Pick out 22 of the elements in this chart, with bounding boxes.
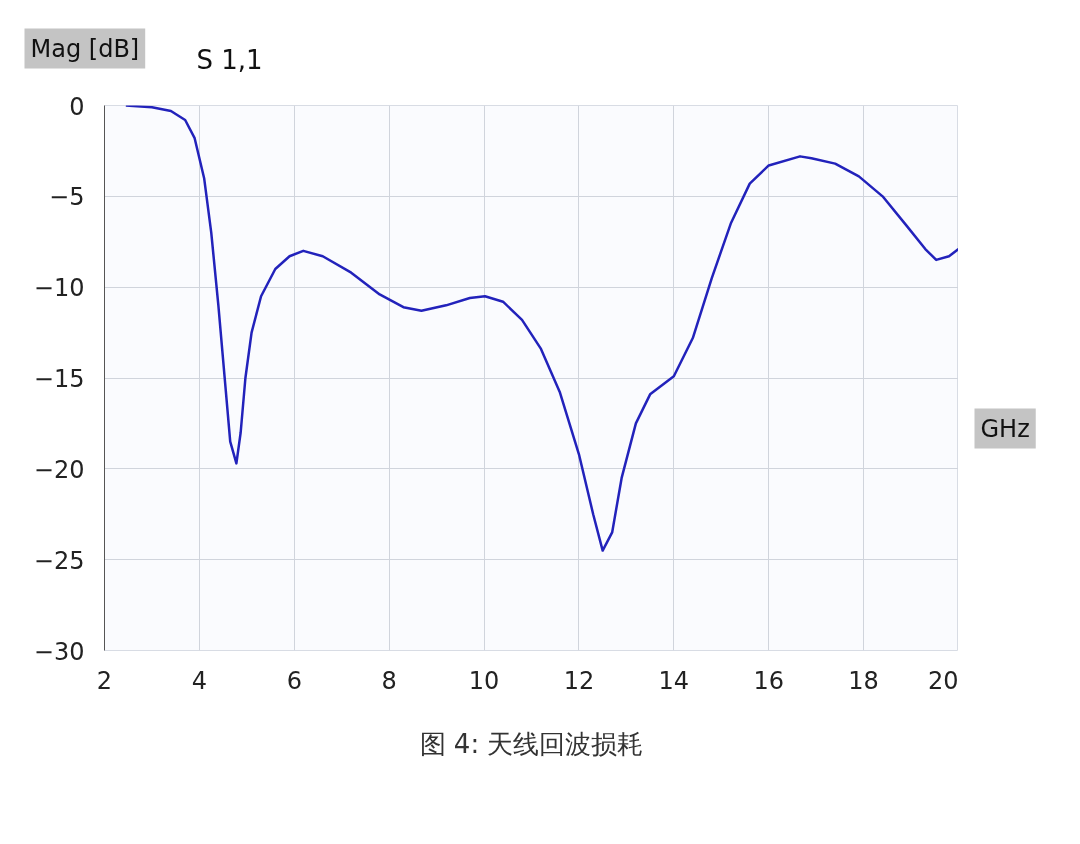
x-axis-title: GHz bbox=[980, 414, 1030, 443]
chart-title: S 1,1 bbox=[196, 44, 263, 75]
y-tick-label: −5 bbox=[49, 183, 85, 212]
y-tick-label: 0 bbox=[69, 92, 85, 121]
x-tick-label: 2 bbox=[96, 666, 113, 695]
x-tick-label: 4 bbox=[191, 666, 208, 695]
y-tick-label: −20 bbox=[33, 455, 85, 484]
x-tick-label: 10 bbox=[468, 666, 500, 695]
y-tick-label: −30 bbox=[33, 637, 85, 666]
y-axis-title: Mag [dB] bbox=[30, 34, 140, 63]
x-tick-label: 12 bbox=[563, 666, 595, 695]
x-tick-label: 14 bbox=[658, 666, 690, 695]
x-tick-label: 20 bbox=[927, 666, 959, 695]
x-tick-label: 8 bbox=[381, 666, 397, 695]
y-tick-label: −10 bbox=[33, 274, 85, 303]
x-tick-label: 18 bbox=[848, 666, 879, 695]
line-series bbox=[124, 105, 958, 552]
caption: 图 4: 天线回波损耗 bbox=[419, 728, 644, 759]
x-tick-label: 6 bbox=[286, 666, 302, 695]
y-tick-label: −25 bbox=[33, 546, 85, 575]
x-tick-label: 16 bbox=[753, 666, 784, 695]
y-tick-label: −15 bbox=[33, 365, 85, 393]
